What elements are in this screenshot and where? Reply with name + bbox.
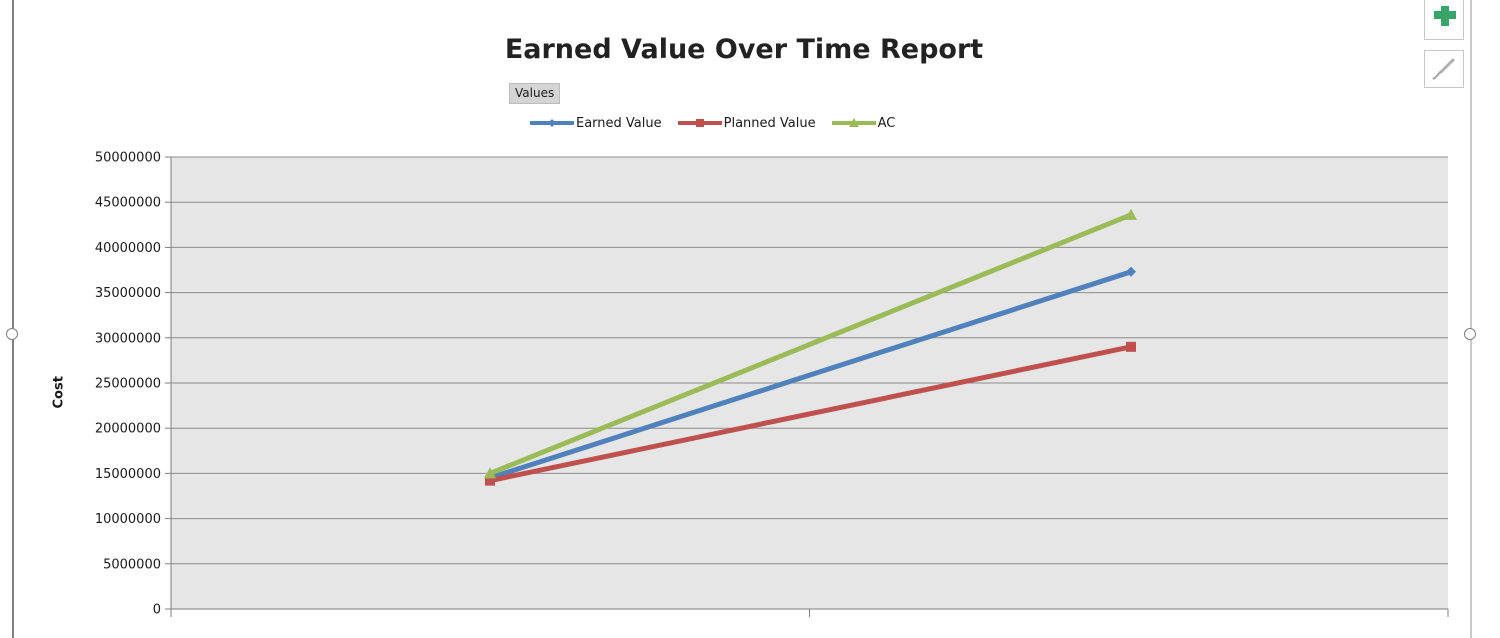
- resize-handle-right[interactable]: [1464, 328, 1476, 340]
- chart-title: Earned Value Over Time Report: [504, 34, 984, 65]
- chart-elements-button[interactable]: [1424, 0, 1464, 40]
- values-field-button[interactable]: Values: [509, 83, 561, 104]
- data-point-ac: [1125, 208, 1137, 220]
- y-tick-label: 15000000: [95, 467, 161, 482]
- y-tick-label: 35000000: [95, 286, 161, 301]
- legend-item-planned-value: Planned Value: [677, 115, 816, 131]
- legend-item-earned-value: Earned Value: [530, 116, 662, 131]
- y-tick-label: 10000000: [95, 512, 161, 527]
- chart-styles-button[interactable]: [1424, 50, 1464, 88]
- chart-frame-right-border: [1470, 0, 1472, 638]
- brush-icon: [1432, 58, 1455, 80]
- series-line-planned-value: [487, 344, 1134, 484]
- y-tick-label: 50000000: [95, 151, 161, 166]
- y-tick-label: 5000000: [103, 557, 161, 572]
- legend-label-ac: AC: [877, 115, 896, 131]
- y-tick-label: 0: [153, 603, 161, 618]
- legend-item-ac: AC: [831, 115, 896, 131]
- data-point-earned-value: [1126, 266, 1136, 277]
- data-point-planned-value: [485, 475, 495, 486]
- legend-label-earned-value: Earned Value: [576, 115, 662, 131]
- y-tick-label: 20000000: [95, 422, 161, 437]
- y-tick-label: 40000000: [95, 241, 161, 256]
- chart-frame-left-border: [12, 0, 14, 638]
- y-tick-label: 30000000: [95, 331, 161, 346]
- y-tick-label: 25000000: [95, 377, 161, 392]
- legend-swatch-planned-value: [677, 119, 722, 127]
- legend-label-planned-value: Planned Value: [723, 115, 816, 131]
- legend-swatch-earned-value: [530, 119, 574, 127]
- data-point-ac: [484, 467, 496, 479]
- data-point-planned-value: [1126, 341, 1136, 352]
- legend-swatch-ac: [831, 118, 876, 127]
- series-line-ac: [487, 212, 1134, 476]
- plus-icon: [1434, 6, 1456, 26]
- resize-handle-left[interactable]: [6, 328, 18, 340]
- chart-legend: Earned Value Planned Value AC: [530, 113, 911, 133]
- series-line-earned-value: [487, 269, 1134, 481]
- y-tick-label: 45000000: [95, 196, 161, 211]
